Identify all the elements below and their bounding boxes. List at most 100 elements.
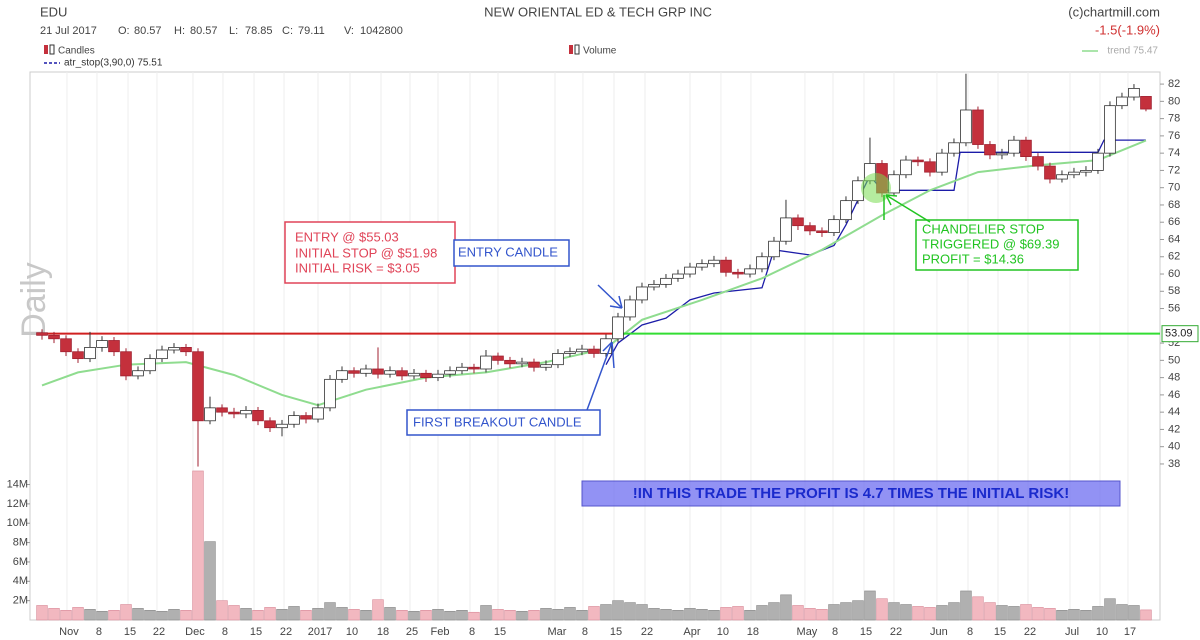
volume-bar [744, 610, 756, 621]
y-tick-label: 64 [1168, 233, 1180, 245]
x-tick-label: Mar [548, 626, 567, 638]
volume-bar [984, 602, 996, 621]
annotation-text: INITIAL RISK = $3.05 [295, 260, 420, 275]
x-tick-label: 18 [377, 626, 389, 638]
candle-body [156, 349, 168, 360]
candle-body [756, 256, 768, 270]
candle-body [924, 161, 936, 173]
volume-bar [444, 610, 456, 621]
volume-bar [540, 608, 552, 621]
change: -1.5(-1.9%) [1095, 22, 1160, 37]
volume-bar [888, 602, 900, 621]
volume-bar [612, 600, 624, 621]
y-tick-label: 58 [1168, 285, 1180, 297]
volume-bar [84, 609, 96, 621]
x-tick-label: 22 [1024, 626, 1036, 638]
candle-body [492, 355, 504, 361]
volume-bar [72, 607, 84, 621]
volume-bar [804, 608, 816, 621]
candle-body [288, 415, 300, 425]
x-tick-label: 15 [494, 626, 506, 638]
annotation-text: !IN THIS TRADE THE PROFIT IS 4.7 TIMES T… [633, 485, 1069, 502]
candle-body [144, 358, 156, 372]
x-tick-label: 22 [890, 626, 902, 638]
candle-body [264, 420, 276, 429]
y-tick-label: 68 [1168, 199, 1180, 211]
candle-body [624, 299, 636, 318]
ohlcv-value: 80.57 [134, 25, 162, 37]
arrow [586, 341, 615, 411]
volume-bar [1032, 607, 1044, 621]
x-tick-label: 2017 [308, 626, 332, 638]
volume-bar [852, 600, 864, 621]
candle-body [504, 359, 516, 365]
candle-body [672, 273, 684, 279]
candle-body [60, 338, 72, 353]
candle-body [612, 316, 624, 340]
candle-body [528, 361, 540, 368]
legend-label: Volume [583, 46, 617, 57]
x-tick-label: Jun [930, 626, 948, 638]
x-tick-label: 8 [582, 626, 588, 638]
candle-body [984, 144, 996, 156]
volume-bar [348, 609, 360, 621]
candle-body [708, 259, 720, 265]
volume-bar [144, 610, 156, 621]
volume-bar [120, 604, 132, 621]
candle-body [192, 351, 204, 422]
volume-tick-label: 12M [7, 498, 28, 510]
volume-bar [948, 602, 960, 621]
indicator-line [605, 139, 1146, 366]
candle-body [96, 340, 108, 348]
arrow [883, 194, 931, 223]
volume-bar [552, 609, 564, 621]
annotation-text: INITIAL STOP @ $51.98 [295, 245, 437, 260]
period: Daily [15, 262, 53, 338]
candle-body [696, 263, 708, 268]
indicator-line [41, 139, 1147, 407]
volume-bar [264, 607, 276, 621]
legend-icon [574, 44, 580, 55]
x-tick-label: 18 [747, 626, 759, 638]
volume-bar [312, 608, 324, 621]
volume-bar [648, 608, 660, 621]
candle-body [372, 368, 384, 375]
date: 21 Jul 2017 [40, 25, 97, 37]
volume-bar [588, 606, 600, 621]
volume-bar [1116, 604, 1128, 621]
volume-bar [480, 605, 492, 621]
x-tick-label: 8 [832, 626, 838, 638]
volume-bar [564, 607, 576, 621]
volume-bar [636, 604, 648, 621]
volume-bar [60, 610, 72, 621]
volume-bar [96, 610, 108, 621]
x-tick-label: 10 [1096, 626, 1108, 638]
candle-body [240, 410, 252, 415]
legend-label: atr_stop(3,90,0) 75.51 [64, 58, 163, 69]
candle-body [36, 332, 48, 336]
volume-tick-label: 2M [13, 595, 28, 607]
volume-bar [300, 610, 312, 621]
x-tick-label: 10 [346, 626, 358, 638]
volume-bar [912, 606, 924, 621]
y-tick-label: 56 [1168, 302, 1180, 314]
source: (c)chartmill.com [1068, 4, 1160, 19]
volume-bar [732, 606, 744, 621]
ohlcv-label: C: [282, 25, 293, 37]
volume-bar [696, 609, 708, 621]
volume-bar [276, 609, 288, 621]
volume-bar [624, 602, 636, 621]
candle-body [636, 286, 648, 301]
volume-bar [288, 606, 300, 621]
y-tick-label: 82 [1168, 78, 1180, 90]
volume-bar [792, 605, 804, 621]
volume-bar [1128, 605, 1140, 621]
x-tick-label: 15 [860, 626, 872, 638]
ohlcv-label: L: [229, 25, 238, 37]
volume-bar [216, 600, 228, 621]
level-label-box [1161, 325, 1199, 343]
candle-body [348, 370, 360, 374]
volume-bar [36, 605, 48, 621]
annotation-text: ENTRY CANDLE [458, 244, 558, 259]
